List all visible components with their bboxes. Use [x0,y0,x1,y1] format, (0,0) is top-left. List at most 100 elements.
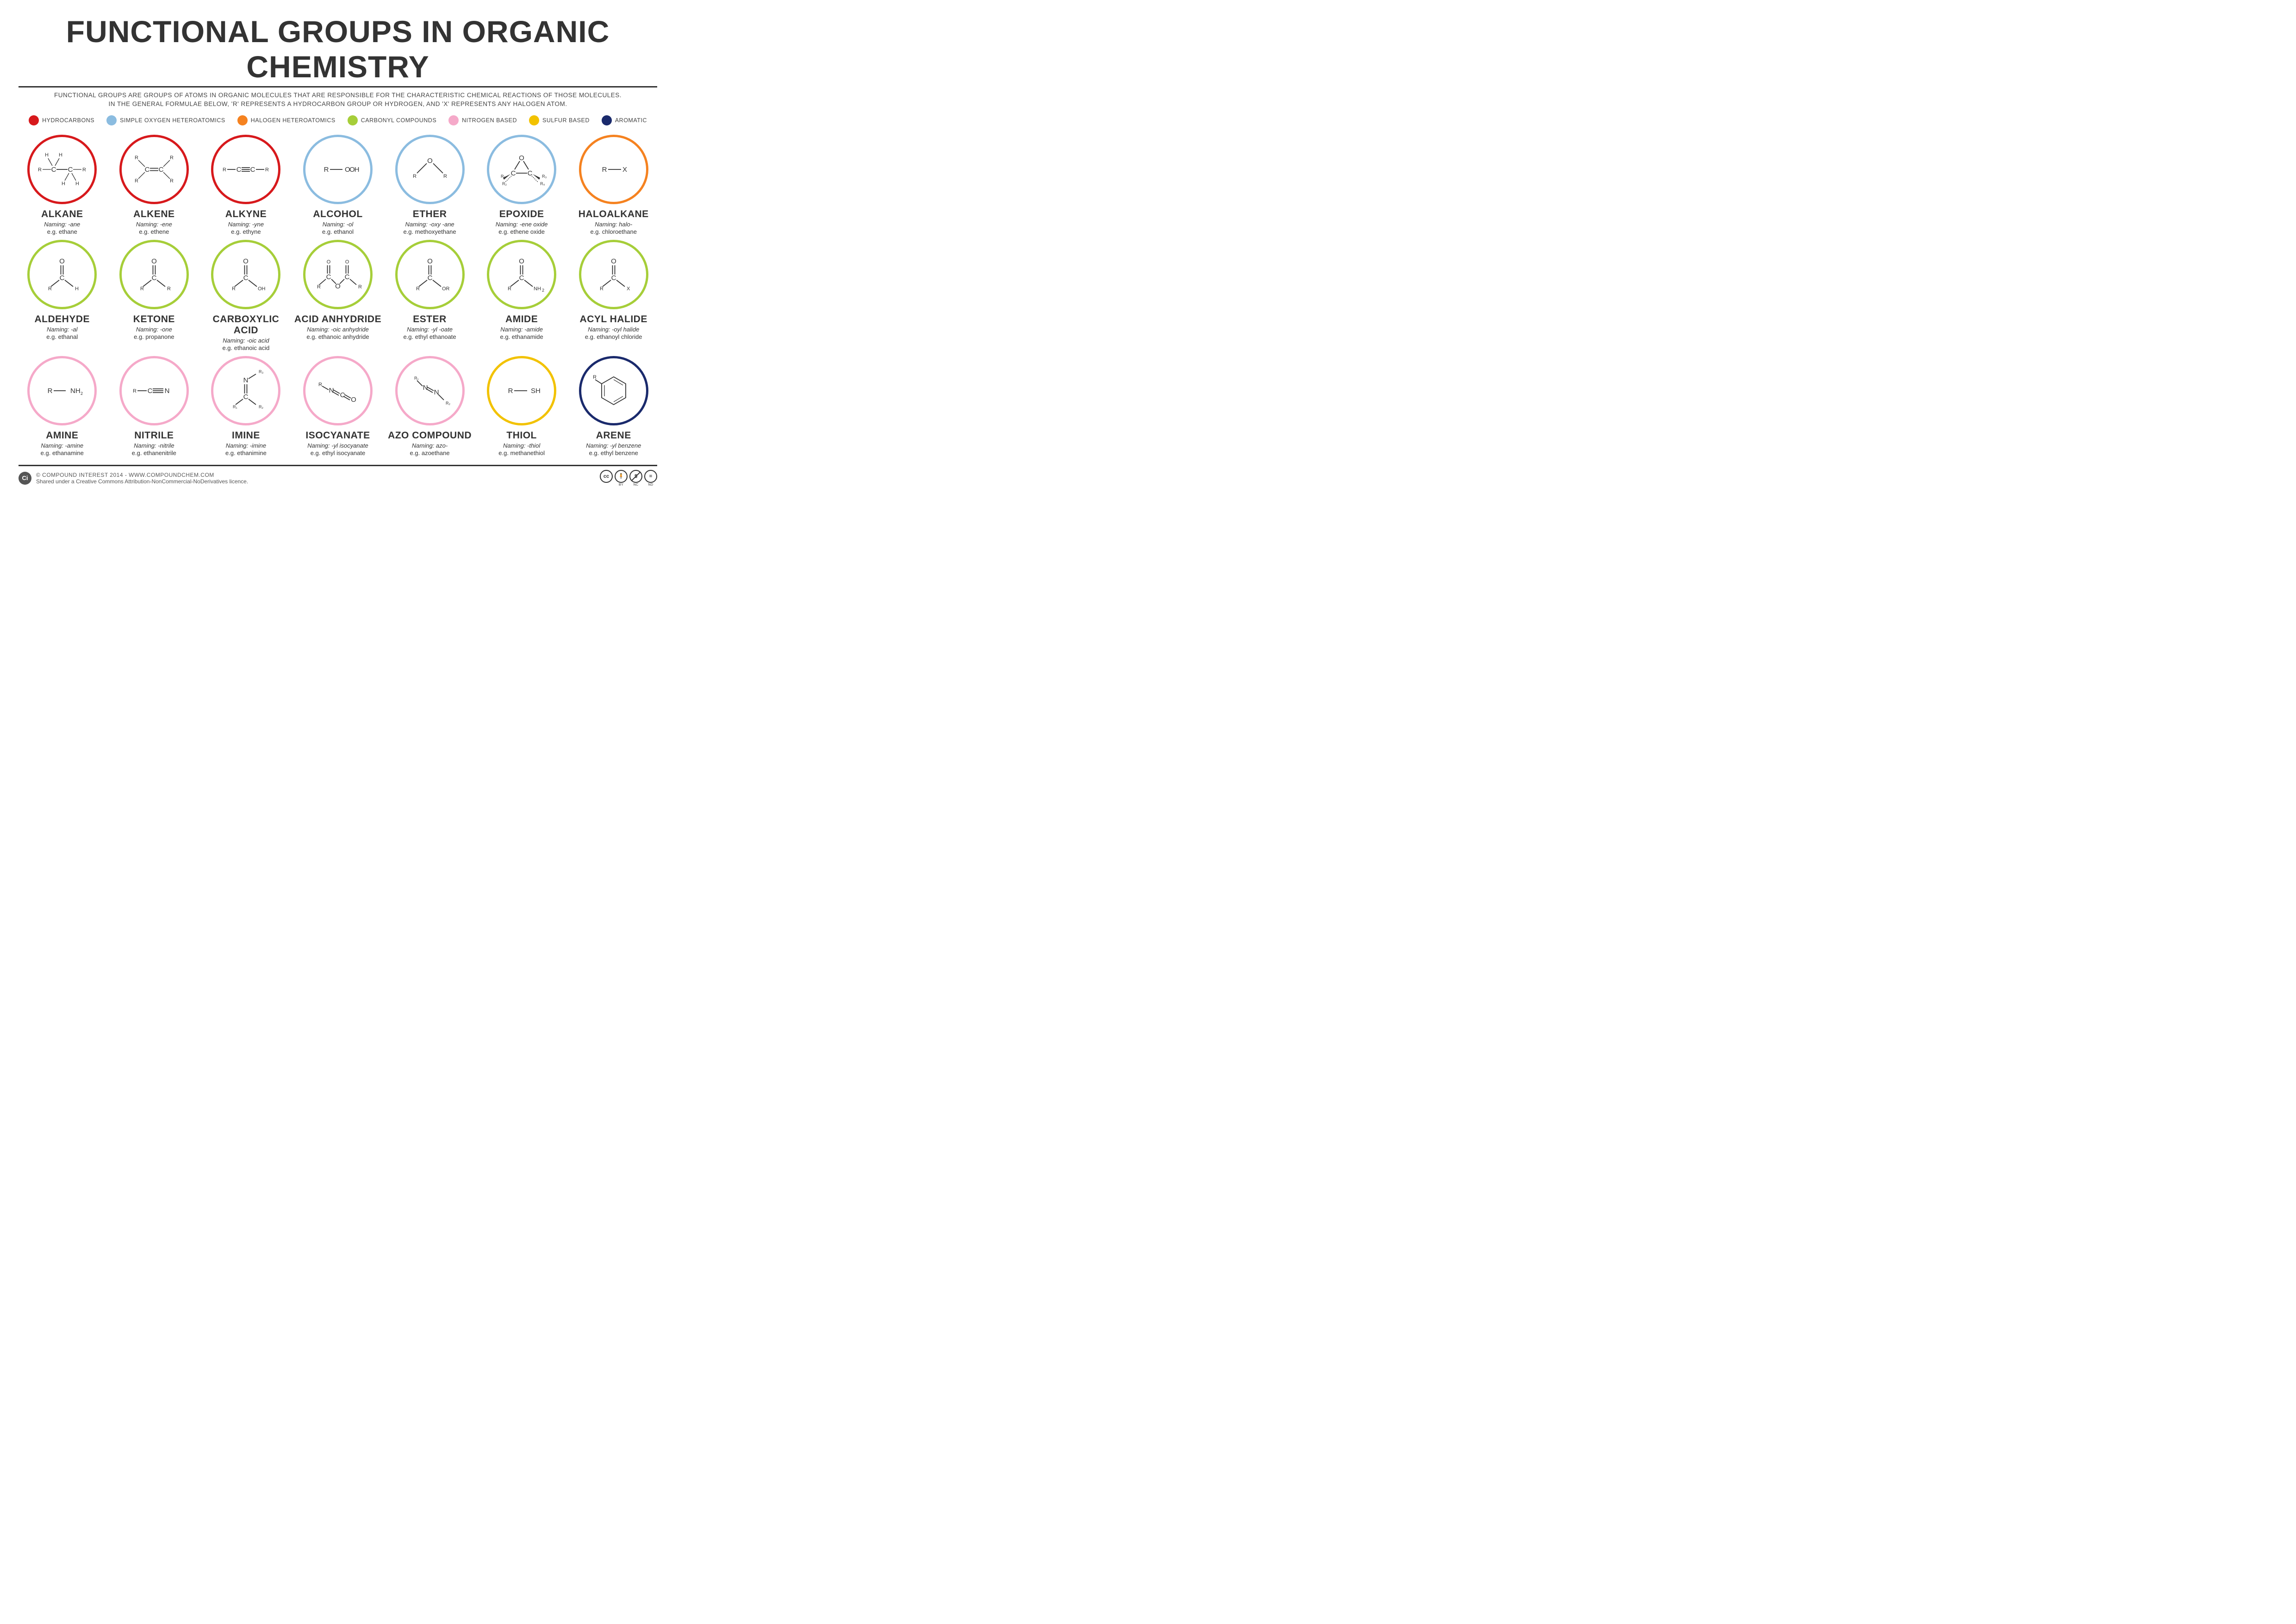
group-card-azo: AZO COMPOUNDNaming: azo-e.g. azoethane [386,356,473,456]
structure-circle [211,356,280,425]
structure-circle [487,135,556,204]
structure-carboxylic_acid-icon [218,247,274,302]
group-name: ESTER [386,314,473,325]
group-example: e.g. ethanoyl chloride [570,333,657,340]
structure-alcohol-icon [310,142,366,197]
structure-alkyne-icon [218,142,274,197]
structure-alkene-icon [126,142,182,197]
legend-label: HALOGEN HETEROATOMICS [251,117,336,124]
group-card-alcohol: ALCOHOLNaming: -ole.g. ethanol [294,135,382,235]
group-example: e.g. ethanimine [202,450,290,456]
legend-item-halogen: HALOGEN HETEROATOMICS [237,115,336,125]
group-naming: Naming: -one [111,326,198,333]
group-example: e.g. azoethane [386,450,473,456]
structure-acyl_halide-icon [586,247,641,302]
group-naming: Naming: -yl benzene [570,442,657,449]
footer-licence: Shared under a Creative Commons Attribut… [36,478,248,485]
group-naming: Naming: -nitrile [111,442,198,449]
group-example: e.g. ethanamine [19,450,106,456]
group-card-acid_anhydride: ACID ANHYDRIDENaming: -oic anhydridee.g.… [294,240,382,351]
group-name: ALCOHOL [294,209,382,220]
subtitle-line-2: IN THE GENERAL FORMULAE BELOW, 'R' REPRE… [108,100,567,107]
group-card-aldehyde: ALDEHYDENaming: -ale.g. ethanal [19,240,106,351]
group-naming: Naming: -ene [111,221,198,228]
group-card-acyl_halide: ACYL HALIDENaming: -oyl halidee.g. ethan… [570,240,657,351]
structure-circle [303,135,373,204]
group-naming: Naming: -imine [202,442,290,449]
group-naming: Naming: -ol [294,221,382,228]
compound-interest-logo: Ci [19,472,31,485]
group-name: ALKENE [111,209,198,220]
structure-ether-icon [402,142,458,197]
structure-circle [579,240,648,309]
group-name: HALOALKANE [570,209,657,220]
group-naming: Naming: -amide [478,326,566,333]
group-naming: Naming: -yne [202,221,290,228]
group-card-epoxide: EPOXIDENaming: -ene oxidee.g. ethene oxi… [478,135,566,235]
legend-label: NITROGEN BASED [462,117,517,124]
group-name: CARBOXYLIC ACID [202,314,290,336]
structure-azo-icon [402,363,458,418]
legend-label: SIMPLE OXYGEN HETEROATOMICS [120,117,225,124]
group-name: ALKYNE [202,209,290,220]
group-name: AMINE [19,430,106,441]
cc-cc-icon: cc [600,470,613,483]
group-name: EPOXIDE [478,209,566,220]
subtitle: FUNCTIONAL GROUPS ARE GROUPS OF ATOMS IN… [19,91,657,109]
structure-haloalkane-icon [586,142,641,197]
legend-label: HYDROCARBONS [42,117,94,124]
group-name: ARENE [570,430,657,441]
group-naming: Naming: -yl isocyanate [294,442,382,449]
structure-circle [119,135,189,204]
structure-circle [211,240,280,309]
cc-nc-icon: $ [629,470,642,483]
group-name: ACYL HALIDE [570,314,657,325]
structure-circle [27,240,97,309]
group-example: e.g. ethanamide [478,333,566,340]
group-card-haloalkane: HALOALKANENaming: halo-e.g. chloroethane [570,135,657,235]
legend-dot-icon [29,115,39,125]
legend-label: CARBONYL COMPOUNDS [361,117,436,124]
structure-circle [579,356,648,425]
group-example: e.g. ethanoic acid [202,344,290,351]
group-card-thiol: THIOLNaming: -thiole.g. methanethiol [478,356,566,456]
legend-item-simple_oxygen: SIMPLE OXYGEN HETEROATOMICS [106,115,225,125]
legend-dot-icon [529,115,539,125]
cc-by-icon: 🧍 [615,470,628,483]
group-card-alkane: ALKANENaming: -anee.g. ethane [19,135,106,235]
legend-label: AROMATIC [615,117,647,124]
group-card-imine: IMINENaming: -iminee.g. ethanimine [202,356,290,456]
group-name: ALKANE [19,209,106,220]
legend-dot-icon [106,115,117,125]
group-naming: Naming: -oic acid [202,337,290,344]
group-card-carboxylic_acid: CARBOXYLIC ACIDNaming: -oic acide.g. eth… [202,240,290,351]
group-name: ETHER [386,209,473,220]
legend-dot-icon [448,115,459,125]
group-name: THIOL [478,430,566,441]
group-card-alkyne: ALKYNENaming: -ynee.g. ethyne [202,135,290,235]
group-name: ISOCYANATE [294,430,382,441]
structure-circle [119,356,189,425]
group-card-nitrile: NITRILENaming: -nitrilee.g. ethanenitril… [111,356,198,456]
group-naming: Naming: halo- [570,221,657,228]
structure-circle [303,240,373,309]
cc-badge-cc: cc [600,470,613,487]
group-card-amine: AMINENaming: -aminee.g. ethanamine [19,356,106,456]
group-example: e.g. ethyl isocyanate [294,450,382,456]
legend-item-sulfur: SULFUR BASED [529,115,590,125]
group-name: ALDEHYDE [19,314,106,325]
structure-circle [487,356,556,425]
group-name: ACID ANHYDRIDE [294,314,382,325]
structure-circle [395,356,465,425]
structure-circle [395,135,465,204]
group-card-alkene: ALKENENaming: -enee.g. ethene [111,135,198,235]
group-example: e.g. methanethiol [478,450,566,456]
structure-circle [487,240,556,309]
group-example: e.g. ethyl ethanoate [386,333,473,340]
structure-circle [303,356,373,425]
group-card-amide: AMIDENaming: -amidee.g. ethanamide [478,240,566,351]
structure-amide-icon [494,247,549,302]
group-example: e.g. ethyne [202,228,290,235]
group-name: AMIDE [478,314,566,325]
group-example: e.g. ethanoic anhydride [294,333,382,340]
